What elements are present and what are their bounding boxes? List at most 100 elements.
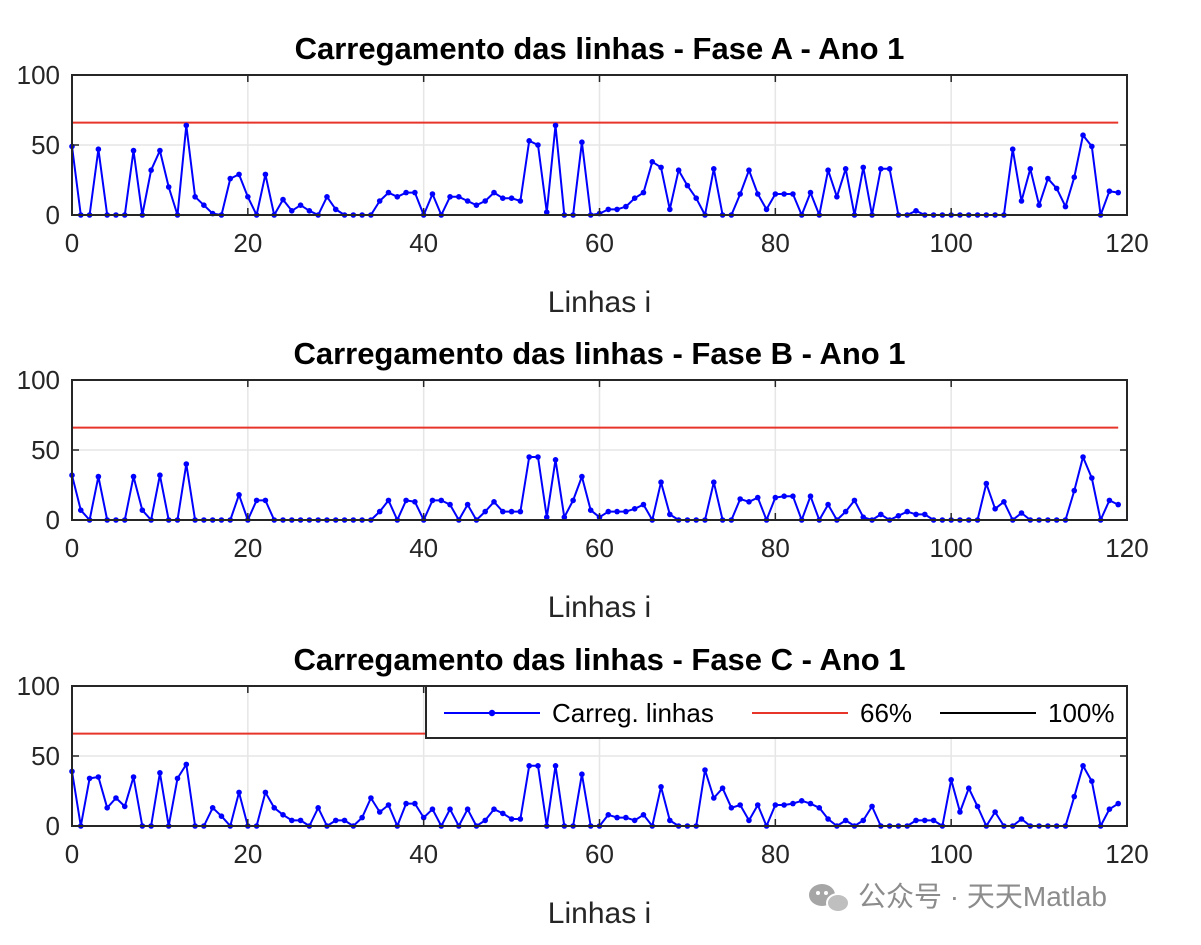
data-point bbox=[1080, 132, 1086, 138]
legend-item-carreg: Carreg. linhas bbox=[444, 698, 714, 728]
y-tick-label: 0 bbox=[46, 200, 60, 230]
x-axis-label: Linhas i bbox=[548, 286, 651, 319]
data-point bbox=[183, 761, 190, 768]
data-point bbox=[851, 497, 858, 504]
data-point bbox=[790, 800, 796, 807]
data-point bbox=[429, 191, 436, 197]
data-point bbox=[614, 206, 620, 213]
data-point bbox=[192, 194, 198, 200]
data-point bbox=[921, 511, 928, 518]
data-point bbox=[1089, 143, 1095, 150]
data-point bbox=[878, 511, 884, 518]
data-point bbox=[262, 789, 269, 796]
data-point bbox=[631, 817, 638, 824]
data-point bbox=[174, 775, 181, 782]
data-point bbox=[385, 802, 392, 808]
data-point bbox=[658, 479, 664, 486]
data-point bbox=[1106, 188, 1113, 194]
x-tick-label: 40 bbox=[409, 228, 438, 258]
data-point bbox=[605, 812, 612, 818]
data-point bbox=[640, 189, 647, 196]
x-tick-label: 60 bbox=[585, 839, 614, 869]
data-point bbox=[280, 812, 286, 818]
data-point bbox=[992, 809, 998, 815]
data-point bbox=[412, 189, 418, 196]
data-point bbox=[579, 771, 585, 777]
data-point bbox=[315, 805, 321, 811]
x-tick-label: 100 bbox=[929, 228, 972, 258]
data-point bbox=[95, 774, 102, 780]
x-tick-label: 20 bbox=[233, 839, 262, 869]
data-point bbox=[587, 507, 594, 513]
x-tick-label: 120 bbox=[1105, 839, 1148, 869]
data-point bbox=[728, 805, 735, 811]
data-point bbox=[1009, 146, 1016, 152]
data-point bbox=[1018, 816, 1025, 822]
data-point bbox=[754, 191, 761, 197]
subplot-3: 0 20 40 60 80 100 120 0 50 100 Carregamento das li… bbox=[17, 642, 1149, 930]
data-point bbox=[508, 195, 515, 201]
data-point bbox=[121, 803, 128, 810]
data-point bbox=[1053, 185, 1060, 192]
data-point bbox=[157, 770, 163, 776]
x-tick-label: 40 bbox=[409, 839, 438, 869]
legend-label: 66% bbox=[860, 698, 912, 728]
y-tick-label: 100 bbox=[17, 365, 60, 395]
data-point bbox=[737, 191, 743, 197]
legend-label: 100% bbox=[1048, 698, 1115, 728]
data-point bbox=[491, 189, 497, 196]
data-point bbox=[420, 814, 427, 821]
chart-title: Carregamento das linhas - Fase A - Ano 1 bbox=[295, 31, 905, 66]
data-point bbox=[183, 461, 190, 467]
data-point bbox=[464, 501, 471, 508]
data-point bbox=[1089, 475, 1095, 481]
data-point bbox=[1089, 778, 1095, 784]
data-point bbox=[710, 166, 717, 172]
data-point bbox=[464, 198, 471, 204]
data-point bbox=[236, 492, 242, 498]
data-point bbox=[631, 506, 638, 512]
data-point bbox=[754, 802, 761, 808]
data-point bbox=[904, 508, 911, 515]
x-tick-label: 60 bbox=[585, 228, 614, 258]
data-point bbox=[1071, 793, 1078, 800]
data-point bbox=[245, 194, 251, 200]
data-point bbox=[746, 167, 752, 173]
data-point bbox=[974, 803, 981, 810]
data-point bbox=[710, 795, 717, 801]
data-point bbox=[104, 805, 110, 811]
data-point bbox=[253, 497, 260, 504]
legend: Carreg. linhas 66% 100% bbox=[425, 685, 1128, 739]
data-point bbox=[447, 806, 453, 812]
data-point bbox=[368, 795, 374, 801]
data-point bbox=[913, 817, 919, 824]
data-point bbox=[667, 511, 673, 518]
data-point bbox=[262, 497, 269, 504]
data-point bbox=[860, 514, 867, 520]
data-point bbox=[965, 785, 972, 791]
data-point bbox=[667, 817, 673, 824]
data-point bbox=[640, 501, 647, 508]
data-point bbox=[772, 802, 779, 808]
data-point bbox=[429, 497, 436, 504]
data-point bbox=[359, 814, 365, 821]
data-point bbox=[1115, 189, 1122, 196]
data-point bbox=[913, 511, 919, 518]
data-point bbox=[763, 206, 770, 213]
x-tick-label: 80 bbox=[761, 228, 790, 258]
data-point bbox=[807, 189, 814, 196]
data-point bbox=[148, 167, 154, 173]
data-point bbox=[535, 763, 541, 769]
data-point bbox=[394, 194, 401, 200]
data-point bbox=[781, 191, 787, 197]
data-point bbox=[297, 817, 304, 824]
data-point bbox=[913, 208, 919, 214]
data-point bbox=[139, 507, 146, 513]
data-point bbox=[376, 809, 383, 815]
data-point bbox=[772, 191, 779, 197]
data-point bbox=[447, 194, 453, 200]
data-point bbox=[579, 139, 585, 145]
data-point bbox=[834, 194, 840, 200]
x-tick-label: 120 bbox=[1105, 228, 1148, 258]
data-point bbox=[658, 164, 664, 171]
